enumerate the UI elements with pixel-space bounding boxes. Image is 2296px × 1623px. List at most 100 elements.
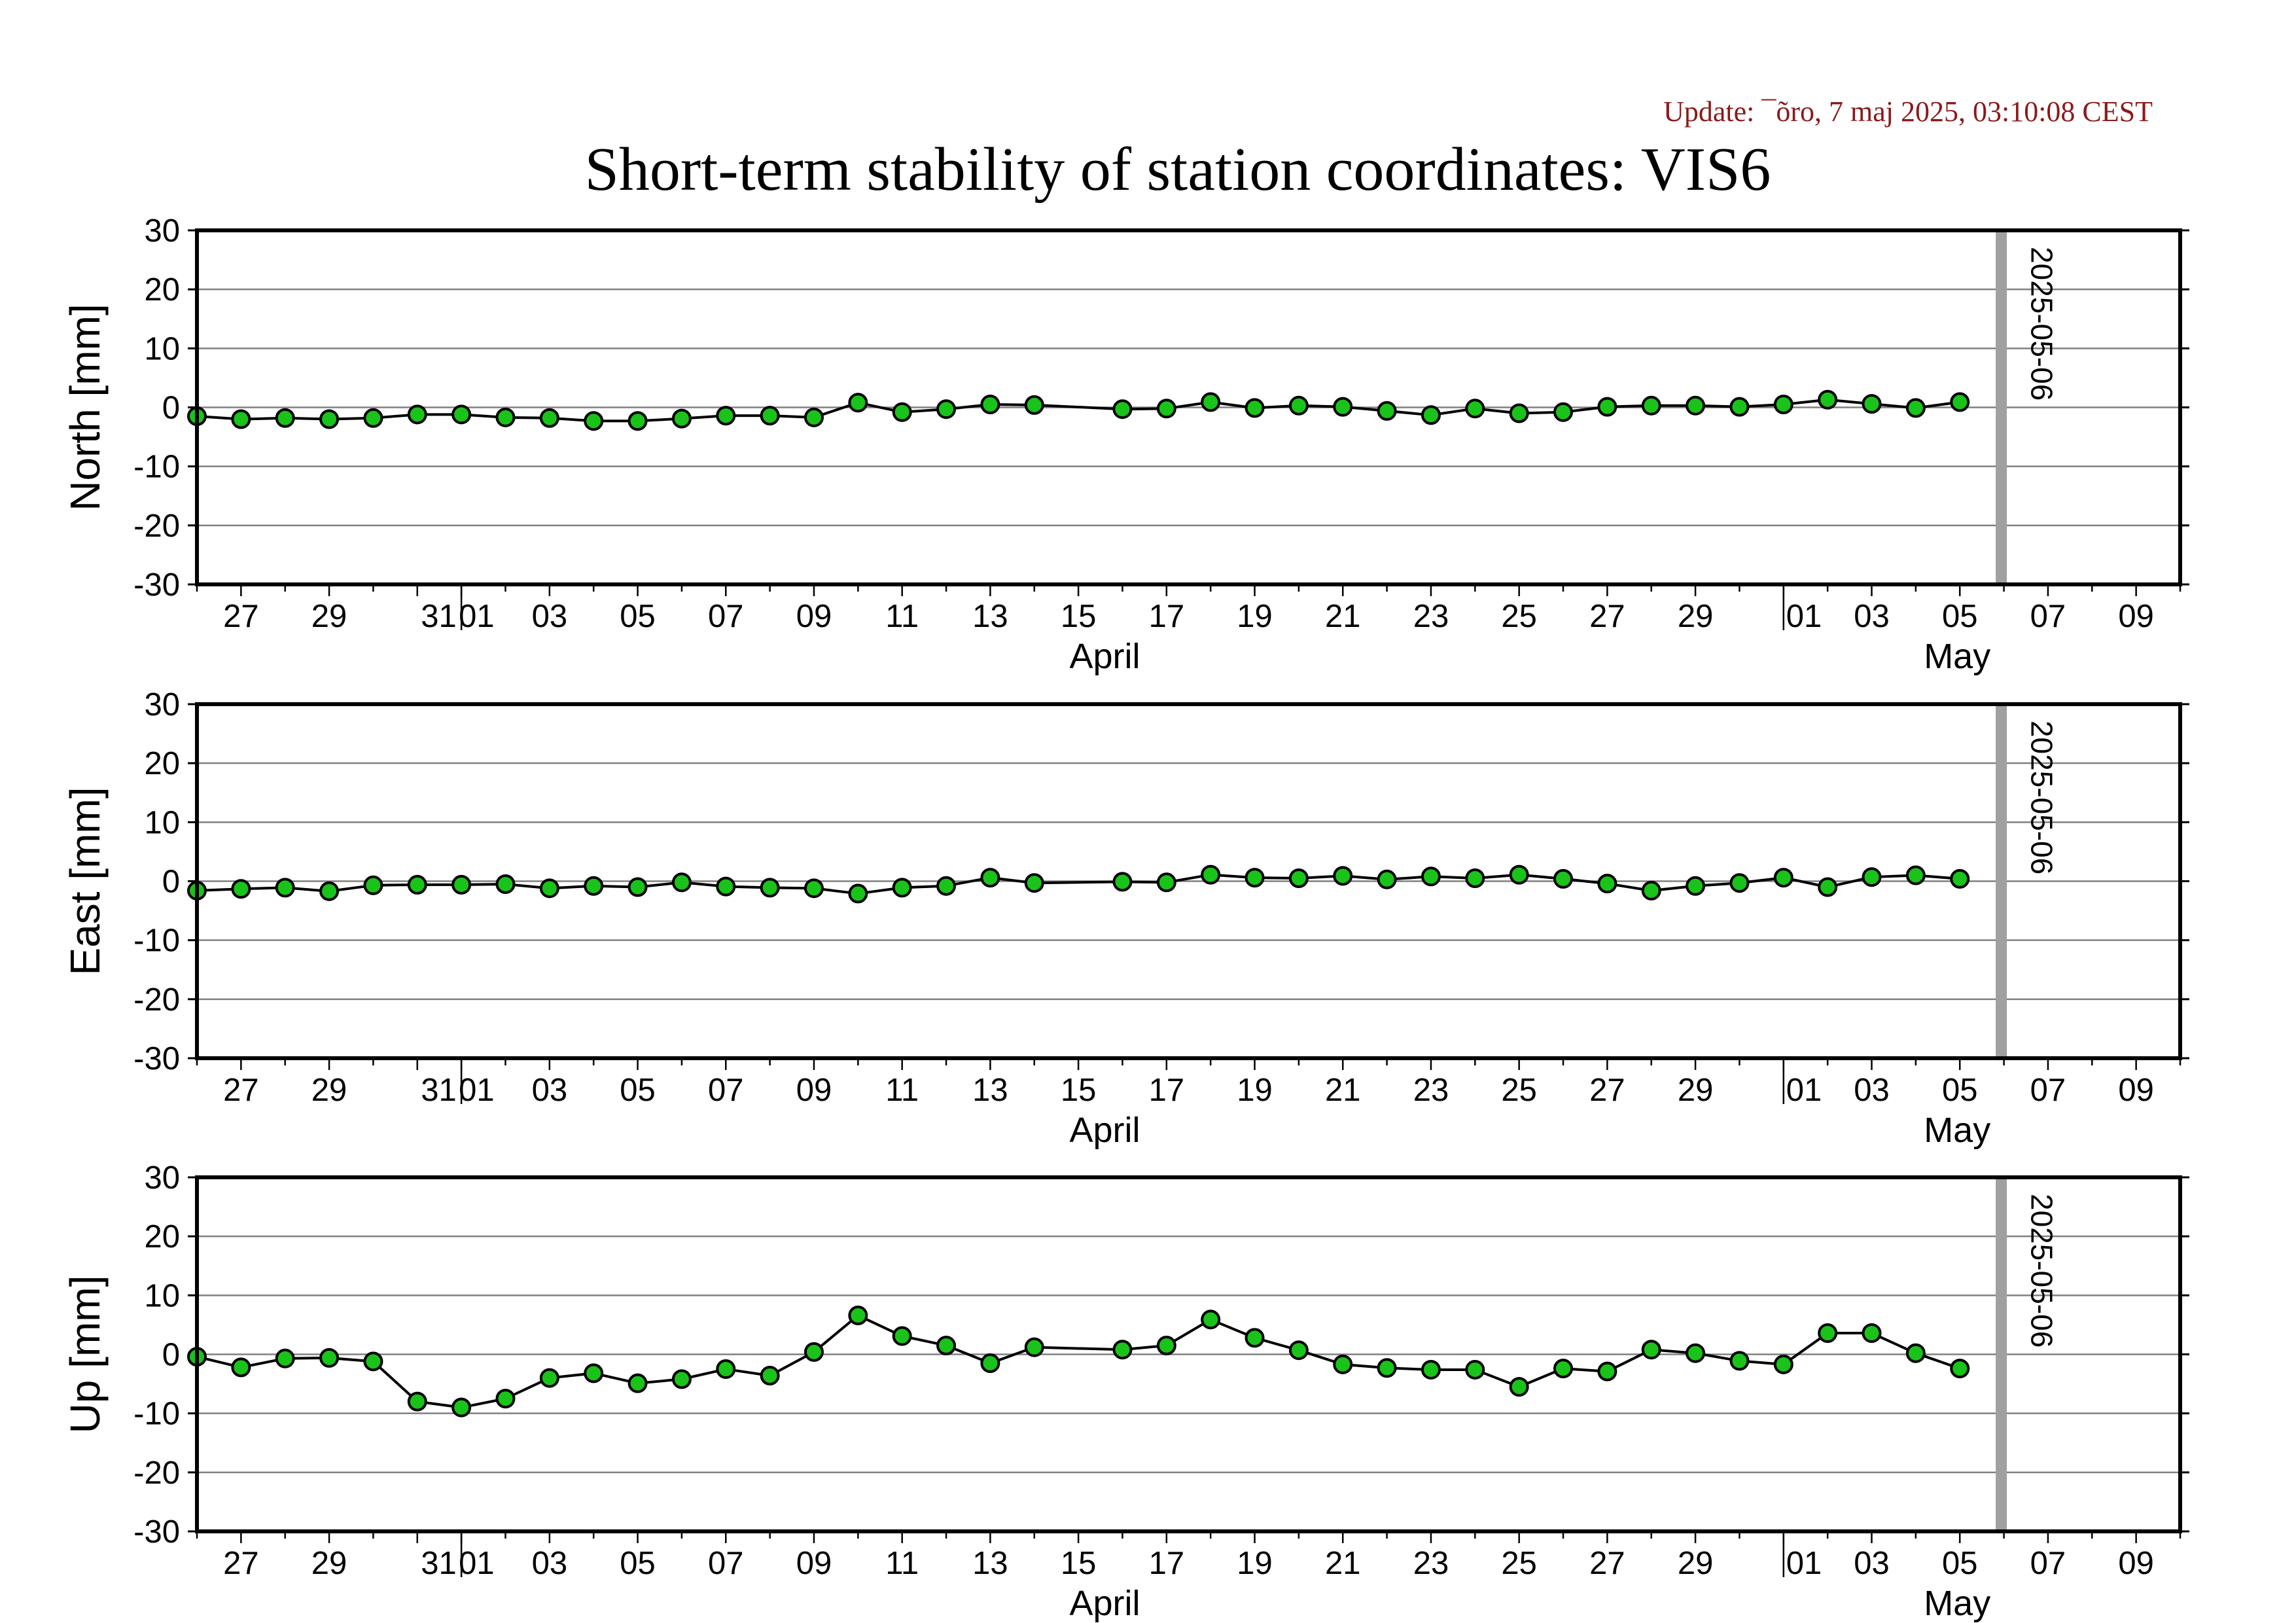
data-point <box>716 1359 736 1380</box>
x-tick-label: 01 <box>459 1546 495 1581</box>
data-point <box>1024 873 1044 893</box>
data-point <box>1553 402 1574 422</box>
data-point <box>1509 403 1529 423</box>
data-point <box>1862 1323 1882 1344</box>
data-point <box>231 879 251 899</box>
y-axis-title: North [mm] <box>62 304 109 510</box>
x-tick-label: 15 <box>1061 599 1097 634</box>
data-point <box>1421 405 1441 425</box>
x-tick-label: 23 <box>1413 599 1449 634</box>
x-tick-label: 09 <box>2118 1546 2154 1581</box>
x-tick-label: 05 <box>1942 1546 1978 1581</box>
data-point <box>275 878 295 898</box>
x-tick-label: 07 <box>2030 599 2066 634</box>
x-tick-label: 07 <box>2030 1546 2066 1581</box>
data-point <box>848 883 868 904</box>
data-point <box>584 876 604 896</box>
data-point <box>1201 1310 1221 1330</box>
x-tick-label: 21 <box>1325 1073 1361 1108</box>
series-line <box>196 873 1960 895</box>
data-point <box>407 404 427 425</box>
x-tick-label: 05 <box>620 1073 656 1108</box>
month-label-may: May <box>1924 637 1990 676</box>
x-tick-label: 05 <box>1942 1073 1978 1108</box>
x-tick-label: 13 <box>972 1073 1008 1108</box>
data-point <box>584 411 604 431</box>
data-point <box>539 878 559 899</box>
month-label-april: April <box>1070 637 1140 676</box>
data-point <box>1553 868 1574 889</box>
x-tick-label: 03 <box>1854 599 1890 634</box>
x-tick-label: 01 <box>1786 599 1822 634</box>
x-tick-label: 01 <box>1786 1073 1822 1108</box>
data-point <box>1509 865 1529 885</box>
data-point <box>363 408 383 428</box>
series-line <box>196 1313 1960 1409</box>
x-tick-label: 05 <box>1942 599 1978 634</box>
data-point <box>1024 1337 1044 1357</box>
x-tick-label: 27 <box>223 599 259 634</box>
data-point <box>671 1369 692 1389</box>
y-tick-label: 30 <box>144 213 180 249</box>
data-point <box>627 411 648 431</box>
data-point <box>539 408 559 428</box>
data-point <box>1950 392 1970 412</box>
x-tick-label: 09 <box>2118 599 2154 634</box>
y-tick-label: 10 <box>144 331 180 366</box>
x-tick-label: 01 <box>1786 1546 1822 1581</box>
y-tick-label: 20 <box>144 1219 180 1255</box>
data-point <box>1905 398 1926 418</box>
data-point <box>1156 872 1176 893</box>
data-point <box>1465 868 1485 888</box>
data-point <box>1686 1343 1706 1363</box>
y-tick-label: -10 <box>133 1397 180 1432</box>
data-point <box>231 409 251 429</box>
data-point <box>451 404 472 425</box>
data-point <box>1686 395 1706 416</box>
data-point <box>936 399 957 419</box>
data-point <box>1245 1328 1265 1348</box>
data-point <box>275 1348 295 1368</box>
data-point <box>495 1389 516 1409</box>
y-tick-label: -20 <box>133 508 180 544</box>
data-point <box>407 874 427 895</box>
x-tick-label: 13 <box>972 1546 1008 1581</box>
x-tick-label: 21 <box>1325 1546 1361 1581</box>
data-point <box>848 1305 868 1325</box>
current-date-label: 2025-05-06 <box>2025 247 2059 401</box>
x-tick-label: 03 <box>532 1073 568 1108</box>
data-point <box>1509 1377 1529 1397</box>
data-point <box>1201 392 1221 412</box>
y-tick-label: -20 <box>133 982 180 1018</box>
data-point <box>1818 389 1838 410</box>
data-point <box>584 1363 604 1383</box>
x-tick-label: 11 <box>885 599 919 634</box>
x-tick-label: 05 <box>620 599 656 634</box>
data-point <box>319 1347 340 1368</box>
x-tick-label: 23 <box>1413 1546 1449 1581</box>
y-tick-label: 0 <box>162 1338 180 1373</box>
x-tick-label: 09 <box>796 1073 832 1108</box>
data-point <box>936 876 957 896</box>
x-tick-label: 27 <box>1589 599 1625 634</box>
y-tick-label: -30 <box>133 567 180 603</box>
y-tick-label: 20 <box>144 272 180 308</box>
data-point <box>1862 394 1882 414</box>
data-point <box>1773 1354 1793 1374</box>
data-point <box>1729 1351 1750 1371</box>
data-point <box>319 881 340 901</box>
x-tick-label: 29 <box>311 1546 347 1581</box>
x-tick-label: 07 <box>708 1073 744 1108</box>
x-tick-label: 07 <box>708 599 744 634</box>
x-tick-label: 25 <box>1501 599 1537 634</box>
month-label-april: April <box>1070 1584 1140 1623</box>
data-point <box>892 878 912 898</box>
x-tick-label: 03 <box>532 1546 568 1581</box>
data-point <box>231 1357 251 1378</box>
data-point <box>1597 874 1617 894</box>
x-tick-label: 03 <box>1854 1073 1890 1108</box>
x-tick-label: 13 <box>972 599 1008 634</box>
data-point <box>1773 868 1793 888</box>
